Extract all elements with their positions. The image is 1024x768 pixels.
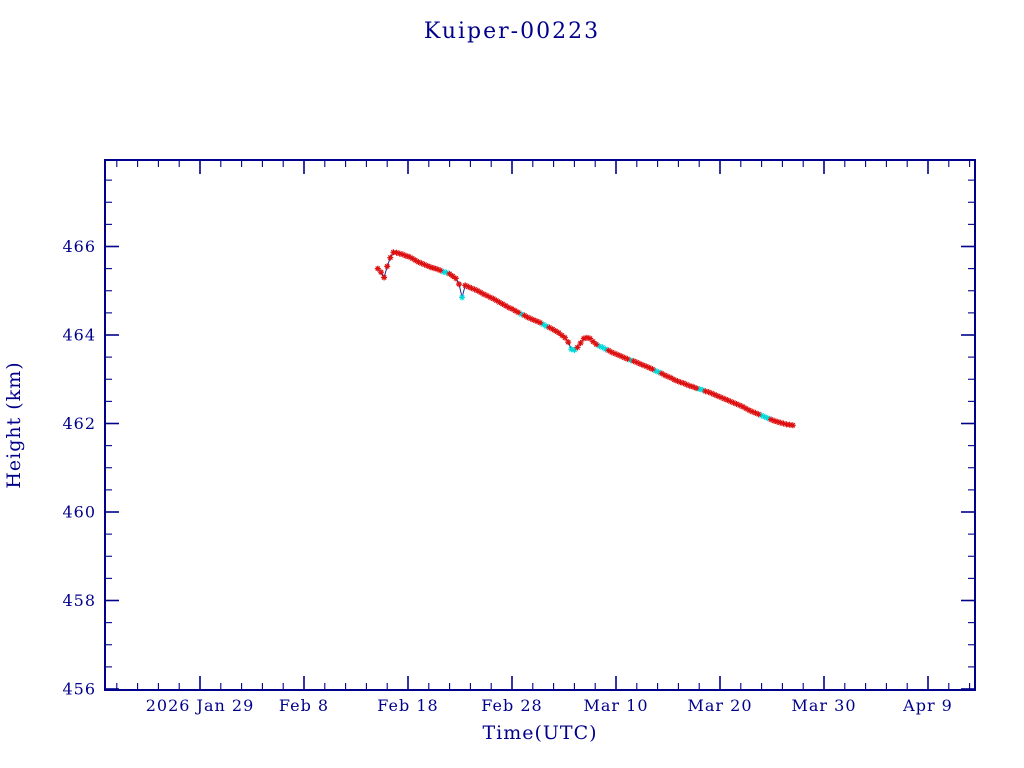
x-axis-label: Time(UTC)	[482, 722, 597, 744]
y-tick-label: 466	[62, 237, 96, 256]
x-tick-label: Feb 8	[279, 696, 329, 715]
x-tick-label: Mar 20	[687, 696, 752, 715]
plot-area: 2026 Jan 29 Feb 8 Feb 18 Feb 28 Mar 10 Mar 20…	[62, 159, 976, 715]
data-points-red	[374, 249, 796, 429]
y-tick-label: 462	[62, 414, 96, 433]
x-tick-label: Feb 28	[481, 696, 542, 715]
x-tick-label: Mar 30	[791, 696, 856, 715]
y-tick-label: 460	[62, 503, 96, 522]
y-tick-label: 458	[62, 591, 96, 610]
x-tick-label: Mar 10	[583, 696, 648, 715]
x-tick-label: 2026 Jan 29	[146, 696, 255, 715]
y-axis-label: Height (km)	[3, 361, 25, 488]
y-tick-label: 464	[62, 326, 96, 345]
x-tick-label: Apr 9	[902, 696, 953, 715]
plot-border	[104, 159, 976, 691]
data-points-cyan	[440, 268, 771, 422]
chart-title: Kuiper-00223	[424, 19, 600, 44]
y-tick-label: 456	[62, 680, 96, 699]
x-tick-label: Feb 18	[377, 696, 438, 715]
